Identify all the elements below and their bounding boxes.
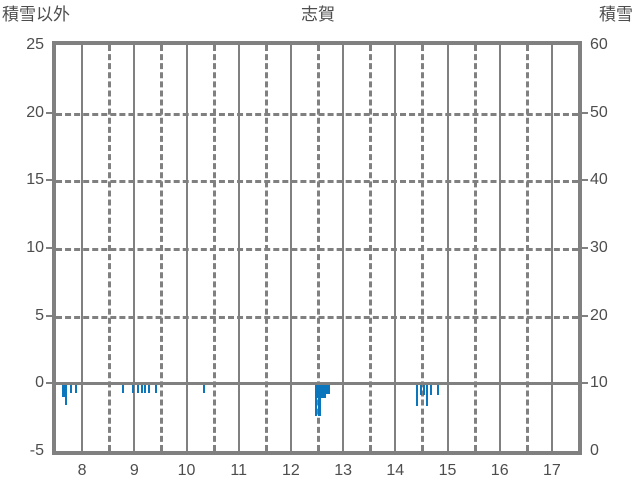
- x-axis-tick-12: 12: [281, 462, 300, 479]
- x-axis-tick-17: 17: [542, 462, 561, 479]
- y-axis-right-tick-20: 20: [590, 306, 608, 324]
- bar: [315, 383, 318, 417]
- y-axis-left-tickmark-5: [46, 314, 52, 317]
- bar: [132, 383, 135, 394]
- y-axis-right-tickmark-10: [582, 382, 588, 385]
- y-axis-left-tickmark-10: [46, 247, 52, 249]
- x-axis-tick-16: 16: [490, 462, 509, 479]
- chart-title: 志賀: [301, 5, 335, 24]
- bar: [69, 383, 72, 394]
- bar: [436, 383, 439, 395]
- plot-inner: [56, 45, 578, 451]
- y-axis-left-tick--5: -5: [29, 442, 44, 459]
- x-axis-tick-10: 10: [177, 462, 196, 479]
- plot-area: [52, 41, 582, 455]
- bar: [137, 383, 140, 394]
- y-axis-right-tick-60: 60: [590, 36, 608, 53]
- y-axis-left-tick-20: 20: [26, 103, 44, 121]
- gridline-horizontal-20: [56, 112, 578, 116]
- bar: [326, 383, 330, 395]
- x-axis-tick-8: 8: [77, 462, 87, 479]
- y-axis-right-tickmark-30: [582, 247, 588, 249]
- x-axis-tick-11: 11: [230, 462, 247, 479]
- bar: [64, 383, 67, 405]
- x-axis-tick-9: 9: [129, 462, 139, 479]
- right-axis-title: 積雪: [599, 5, 633, 24]
- y-axis-left-tick-0: 0: [35, 374, 44, 392]
- y-axis-right-tick-50: 50: [590, 103, 608, 121]
- bar: [426, 383, 429, 407]
- bar: [416, 383, 419, 407]
- bar: [144, 383, 147, 394]
- gridline-horizontal-10: [56, 248, 578, 251]
- left-axis-title: 積雪以外: [2, 5, 70, 24]
- bar: [155, 383, 158, 394]
- y-axis-left-tickmark-15: [46, 179, 52, 182]
- bar: [422, 383, 425, 395]
- y-axis-left-tickmark-20: [46, 111, 52, 114]
- zero-line: [56, 382, 578, 386]
- y-axis-right-tick-0: 0: [590, 442, 599, 459]
- y-axis-left-tick-25: 25: [26, 36, 44, 53]
- bar: [148, 383, 151, 394]
- bar: [318, 383, 321, 417]
- gridline-horizontal-15: [56, 180, 578, 184]
- y-axis-right-tick-30: 30: [590, 239, 608, 256]
- bar: [419, 383, 422, 395]
- y-axis-right-tick-10: 10: [590, 374, 608, 392]
- y-axis-left-tick-10: 10: [26, 239, 44, 256]
- bar: [429, 383, 432, 395]
- y-axis-left-tickmark-0: [46, 382, 52, 385]
- bar: [121, 383, 124, 394]
- y-axis-right-tick-40: 40: [590, 171, 608, 189]
- y-axis-left-tick-15: 15: [26, 171, 44, 189]
- bar: [74, 383, 77, 394]
- gridline-horizontal-5: [56, 315, 578, 319]
- y-axis-right-tickmark-20: [582, 314, 588, 317]
- y-axis-left-tick-5: 5: [35, 306, 44, 324]
- bar: [141, 383, 144, 394]
- y-axis-right-tickmark-50: [582, 111, 588, 114]
- x-axis-tick-15: 15: [438, 462, 457, 479]
- y-axis-right-tickmark-40: [582, 179, 588, 182]
- x-axis-tick-13: 13: [334, 462, 352, 479]
- bar: [62, 383, 65, 397]
- bar: [203, 383, 206, 394]
- x-axis-tick-14: 14: [386, 462, 405, 479]
- x-axis-labels: 8 9 10 11 12 13 14 15 16 17: [0, 463, 636, 493]
